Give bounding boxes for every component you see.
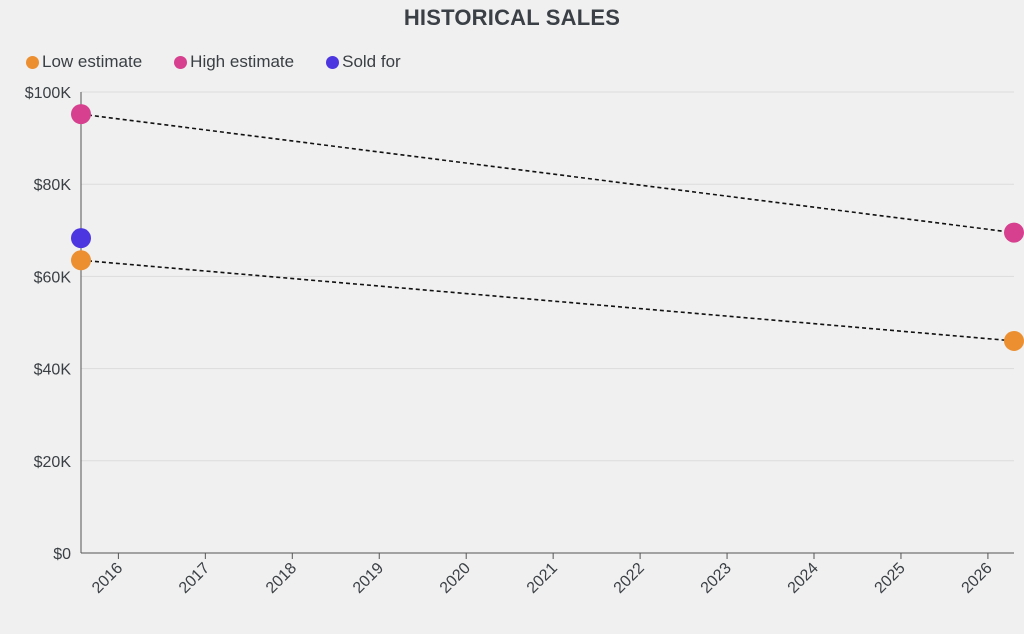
data-points xyxy=(71,104,1024,351)
legend: Low estimate High estimate Sold for xyxy=(26,51,433,73)
x-ticks: 2016 2017 2018 2019 2020 2021 2022 2023 2024 2025… xyxy=(89,553,996,597)
grid xyxy=(81,91,1014,462)
axes xyxy=(80,92,1014,554)
point-high-estimate[interactable] xyxy=(1004,222,1024,243)
point-sold-for[interactable] xyxy=(71,228,91,249)
y-tick-label: $20K xyxy=(34,454,72,471)
legend-dot-high-estimate xyxy=(174,55,188,69)
chart-title: HISTORICAL SALES xyxy=(403,5,621,30)
x-tick-label: 2024 xyxy=(785,560,822,597)
legend-label-high-estimate: High estimate xyxy=(190,52,295,71)
point-low-estimate[interactable] xyxy=(71,250,91,271)
x-tick-label: 2025 xyxy=(872,560,909,597)
y-tick-label: $100K xyxy=(25,85,72,102)
x-tick-label: 2020 xyxy=(437,560,474,597)
y-tick-label: $0 xyxy=(53,546,71,563)
point-high-estimate[interactable] xyxy=(71,104,91,125)
legend-label-sold-for: Sold for xyxy=(342,52,401,71)
legend-label-low-estimate: Low estimate xyxy=(42,52,143,71)
legend-dot-sold-for xyxy=(326,55,340,69)
legend-item-low-estimate[interactable]: Low estimate xyxy=(26,52,142,72)
point-low-estimate[interactable] xyxy=(1004,330,1024,351)
x-tick-label: 2017 xyxy=(176,560,213,597)
trend-line-high-estimate xyxy=(80,113,1015,234)
x-tick-label: 2021 xyxy=(524,560,561,597)
x-tick-label: 2026 xyxy=(959,560,996,597)
y-tick-label: $80K xyxy=(34,177,72,194)
y-ticks: $0 $20K $40K $60K $80K $100K xyxy=(25,85,72,563)
y-tick-label: $40K xyxy=(34,362,72,379)
legend-item-high-estimate[interactable]: High estimate xyxy=(174,52,294,72)
x-tick-label: 2022 xyxy=(611,560,648,597)
legend-item-sold-for[interactable]: Sold for xyxy=(326,52,401,72)
x-tick-label: 2023 xyxy=(698,560,735,597)
legend-dot-low-estimate xyxy=(26,55,39,69)
x-tick-label: 2018 xyxy=(263,560,300,597)
y-tick-label: $60K xyxy=(34,269,72,286)
trend-lines xyxy=(80,113,1015,342)
x-tick-label: 2019 xyxy=(350,560,387,597)
x-tick-label: 2016 xyxy=(89,560,126,597)
trend-line-low-estimate xyxy=(80,259,1015,342)
